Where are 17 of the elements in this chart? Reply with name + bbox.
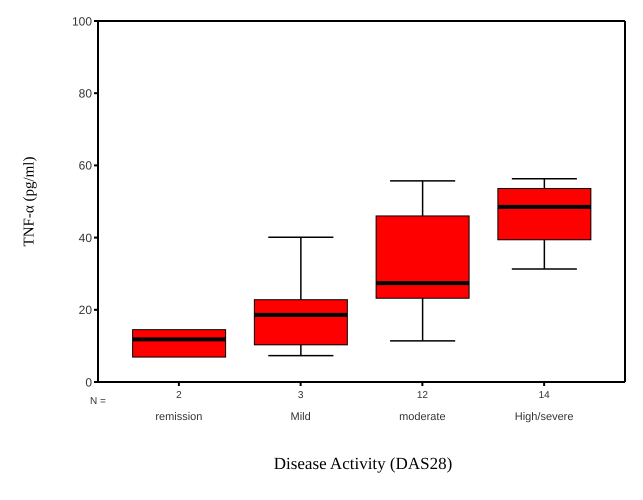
y-tick-label: 0 xyxy=(85,375,92,390)
annotation: 2 xyxy=(176,390,182,401)
text: N = xyxy=(90,396,106,407)
x-axis-title: Disease Activity (DAS28) xyxy=(272,454,454,474)
annotation: 14 xyxy=(538,390,550,401)
y-tick-label: 100 xyxy=(72,14,92,28)
annotation: 3 xyxy=(298,390,304,401)
x-tick-label: High/severe xyxy=(514,411,574,423)
x-tick-label: moderate xyxy=(399,411,446,423)
annotation: 12 xyxy=(416,390,428,401)
y-tick-label: 40 xyxy=(78,230,92,245)
y-tick-label: 60 xyxy=(78,158,92,173)
x-tick-label: remission xyxy=(155,411,202,423)
y-tick-label: 80 xyxy=(78,86,92,100)
y-axis-title: TNF-α (pg/ml) xyxy=(21,156,38,246)
y-tick-label: 20 xyxy=(78,303,92,318)
x-tick-label: Mild xyxy=(290,411,311,423)
